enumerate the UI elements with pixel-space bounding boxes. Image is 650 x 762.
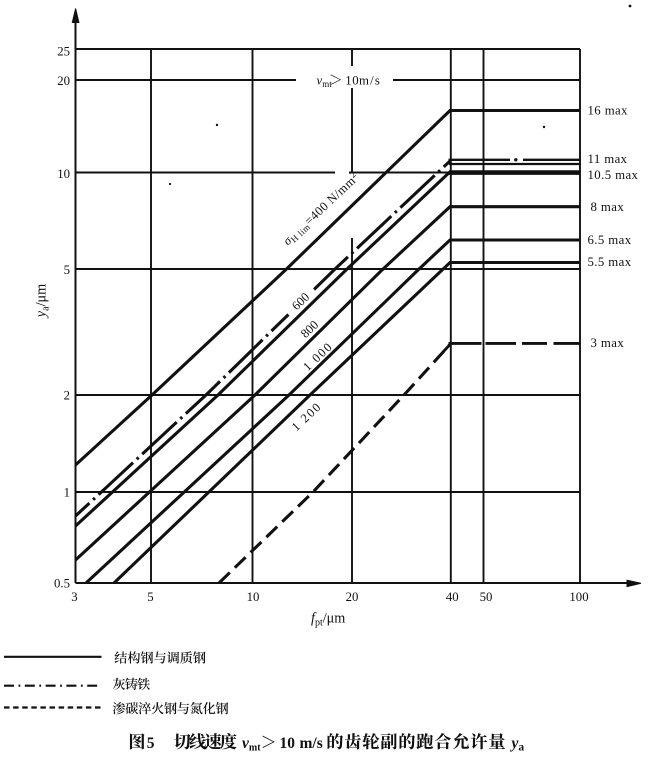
svg-text:2: 2 [64,389,70,403]
svg-text:vmt: vmt [317,74,333,90]
svg-text:ya: ya [510,735,525,754]
svg-text:5.5 max: 5.5 max [588,255,632,269]
svg-text:10: 10 [345,74,359,88]
svg-text:1: 1 [64,486,70,500]
svg-text:16 max: 16 max [588,104,629,118]
svg-text:20: 20 [57,74,70,88]
svg-text:10.5 max: 10.5 max [588,168,639,182]
svg-text:8 max: 8 max [591,200,625,214]
svg-text:0.5: 0.5 [54,576,70,590]
svg-text:3 max: 3 max [591,336,625,350]
svg-text:11 max: 11 max [588,152,628,166]
svg-text:5: 5 [147,735,155,752]
svg-text:100: 100 [569,590,588,604]
svg-text:m/s: m/s [300,735,323,752]
svg-text:ya/μm: ya/μm [34,284,52,319]
svg-text:50: 50 [480,590,493,604]
svg-text:5: 5 [64,263,70,277]
svg-text:10: 10 [57,167,70,181]
svg-text:3: 3 [71,590,77,604]
svg-text:5: 5 [147,590,153,604]
svg-text:vmt: vmt [242,735,261,754]
svg-text:fpt/μm: fpt/μm [311,611,345,629]
svg-text:25: 25 [57,45,70,59]
svg-text:10: 10 [247,590,260,604]
svg-text:40: 40 [446,590,459,604]
svg-text:10: 10 [280,735,296,752]
svg-text:m/s: m/s [359,74,381,88]
svg-text:6.5 max: 6.5 max [588,233,632,247]
svg-text:20: 20 [346,590,359,604]
